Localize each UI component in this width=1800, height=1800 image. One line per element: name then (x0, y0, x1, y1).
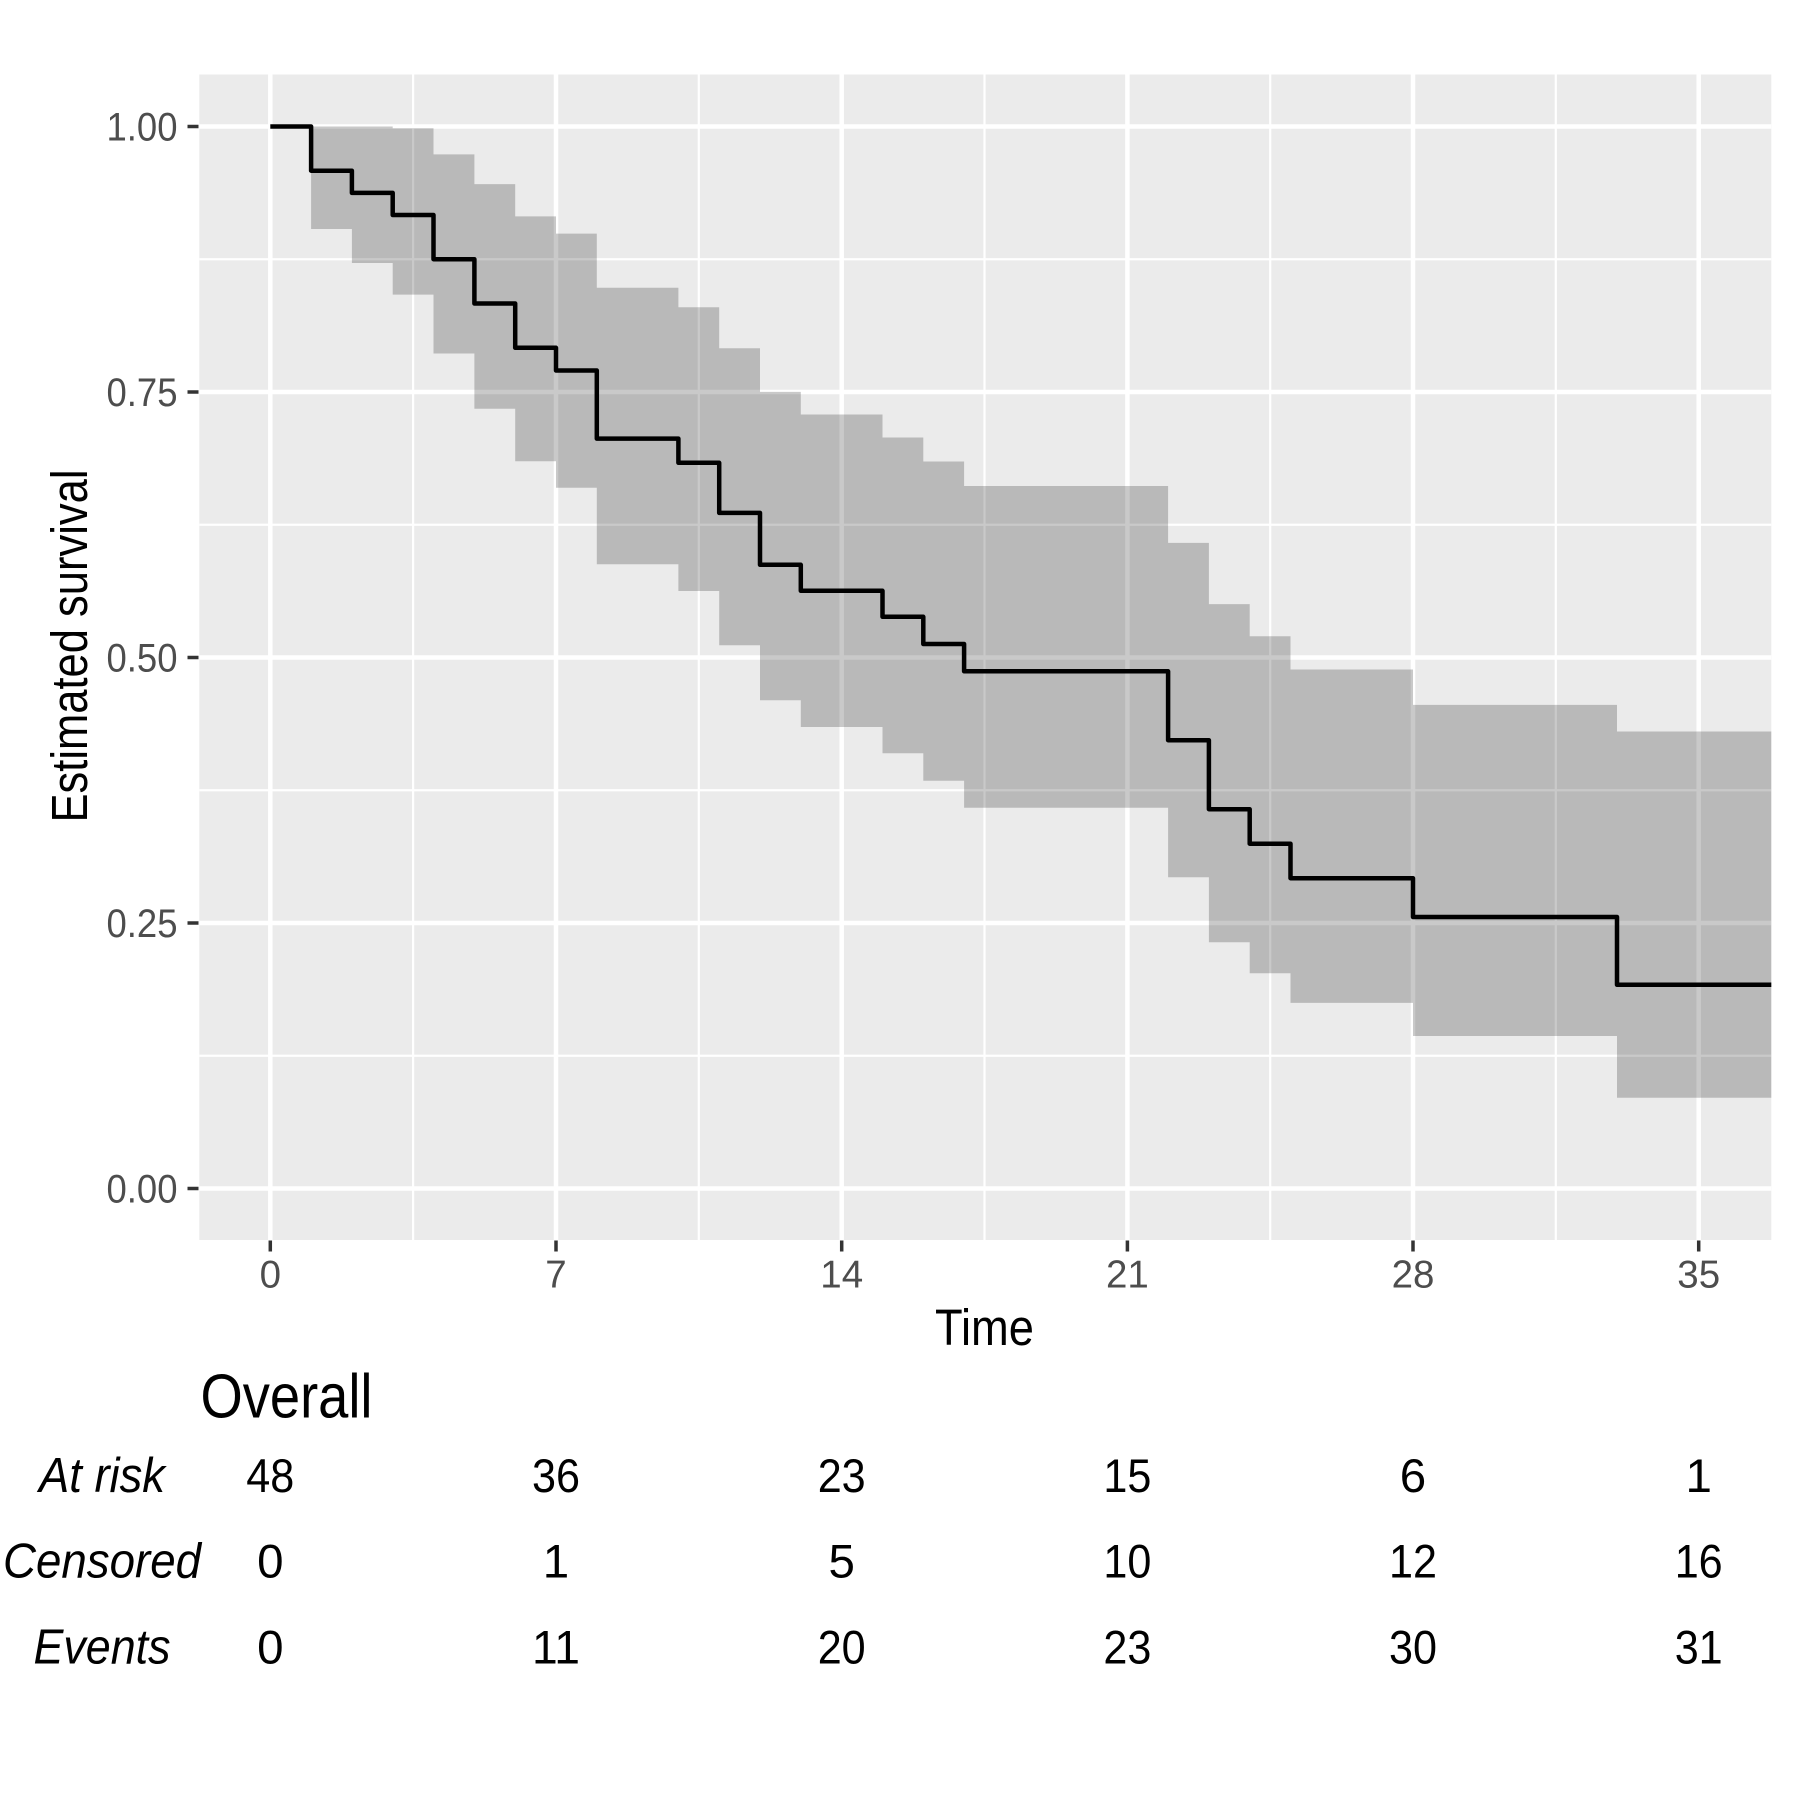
svg-text:23: 23 (818, 1450, 866, 1503)
svg-text:0.75: 0.75 (107, 371, 178, 415)
svg-text:48: 48 (246, 1450, 294, 1503)
svg-text:0.50: 0.50 (107, 637, 178, 681)
svg-text:Estimated survival: Estimated survival (41, 470, 98, 823)
svg-text:35: 35 (1677, 1254, 1720, 1297)
svg-text:7: 7 (545, 1254, 566, 1297)
svg-text:36: 36 (532, 1450, 580, 1503)
svg-text:1: 1 (543, 1536, 569, 1589)
svg-text:10: 10 (1103, 1536, 1151, 1589)
svg-text:0: 0 (257, 1536, 283, 1589)
svg-text:Events: Events (34, 1621, 171, 1675)
svg-text:11: 11 (532, 1622, 580, 1675)
svg-text:6: 6 (1400, 1450, 1426, 1503)
svg-text:0: 0 (257, 1622, 283, 1675)
svg-text:23: 23 (1103, 1622, 1151, 1675)
svg-text:14: 14 (820, 1254, 863, 1297)
svg-text:30: 30 (1389, 1622, 1437, 1675)
svg-text:15: 15 (1103, 1450, 1151, 1503)
svg-text:5: 5 (828, 1536, 854, 1589)
svg-text:20: 20 (818, 1622, 866, 1675)
svg-text:0.25: 0.25 (107, 902, 178, 946)
svg-text:0.00: 0.00 (107, 1168, 178, 1212)
svg-text:0: 0 (260, 1254, 281, 1297)
svg-text:1.00: 1.00 (107, 106, 178, 150)
svg-text:21: 21 (1106, 1254, 1149, 1297)
svg-text:31: 31 (1675, 1622, 1723, 1675)
svg-text:16: 16 (1675, 1536, 1723, 1589)
svg-text:28: 28 (1392, 1254, 1435, 1297)
svg-text:1: 1 (1685, 1450, 1711, 1503)
svg-text:Overall: Overall (201, 1363, 373, 1432)
svg-text:At risk: At risk (36, 1449, 167, 1503)
svg-text:12: 12 (1389, 1536, 1437, 1589)
svg-text:Censored: Censored (3, 1535, 203, 1589)
svg-text:Time: Time (935, 1299, 1034, 1356)
